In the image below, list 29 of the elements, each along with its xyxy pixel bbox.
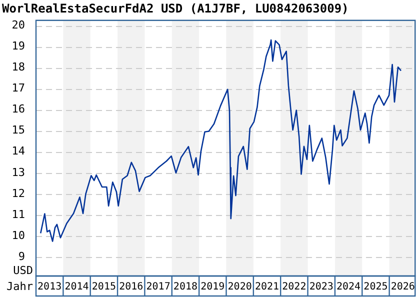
y-axis-title: USD — [13, 264, 33, 277]
y-tick-label: 19 — [12, 40, 25, 53]
y-tick-label: 13 — [12, 166, 25, 179]
y-tick-label: 14 — [12, 144, 26, 158]
x-axis-title: Jahr — [6, 280, 34, 293]
y-tick-label: 16 — [12, 102, 25, 116]
chart-title: WorlRealEstaSecurFdA2 USD (A1J7BF, LU0842063009) — [2, 1, 349, 16]
y-tick-label: 18 — [12, 60, 25, 74]
x-tick-label: 2014 — [64, 282, 89, 293]
x-tick-label: 2018 — [173, 282, 198, 293]
x-tick-label: 2019 — [200, 282, 225, 293]
y-tick-label: 15 — [12, 124, 25, 137]
x-tick-label: 2020 — [228, 282, 252, 293]
x-tick-label: 2025 — [364, 282, 388, 293]
x-tick-label: 2017 — [146, 282, 170, 293]
x-tick-label: 2013 — [38, 282, 62, 293]
x-tick-label: 2016 — [119, 282, 144, 293]
y-tick-label: 9 — [18, 250, 25, 263]
x-tick-label: 2023 — [309, 282, 334, 293]
x-tick-label: 2026 — [390, 282, 415, 293]
x-tick-label: 2022 — [282, 282, 306, 293]
y-tick-label: 10 — [12, 228, 25, 242]
y-tick-label: 12 — [12, 186, 25, 200]
y-tick-label: 11 — [12, 208, 25, 221]
y-tick-label: 20 — [12, 18, 25, 32]
x-tick-label: 2015 — [92, 282, 116, 293]
x-tick-label: 2021 — [254, 282, 280, 293]
x-tick-label: 2024 — [336, 282, 361, 293]
y-tick-label: 17 — [12, 82, 25, 95]
